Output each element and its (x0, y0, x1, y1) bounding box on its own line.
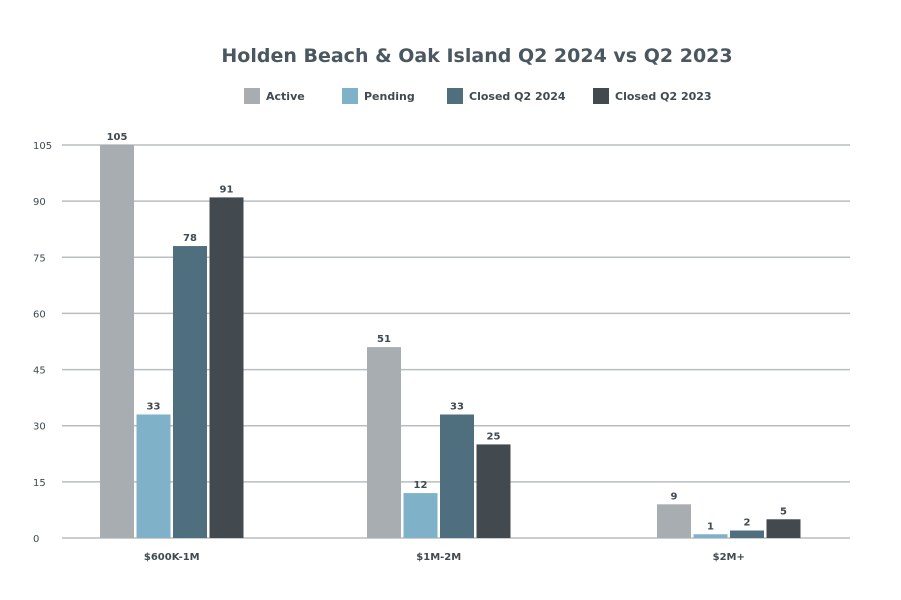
x-tick-label: $600K-1M (144, 552, 200, 563)
legend-swatch-closed-q2-2024 (447, 88, 463, 104)
bar-active-1m-2m (367, 347, 401, 538)
bar-pending-1m-2m (403, 493, 438, 538)
data-label: 12 (414, 480, 428, 491)
data-label: 51 (377, 334, 391, 345)
bar-active-2m (657, 504, 691, 538)
legend-label-active: Active (266, 90, 305, 103)
y-tick-label: 30 (33, 422, 46, 433)
y-tick-label: 45 (33, 366, 46, 377)
data-label: 33 (147, 401, 161, 412)
x-tick-label: $2M+ (713, 552, 745, 563)
data-label: 9 (671, 491, 678, 502)
legend-swatch-active (244, 88, 260, 104)
data-label: 33 (450, 401, 464, 412)
bars (100, 145, 801, 539)
y-tick-label: 0 (33, 534, 39, 545)
bar-active-600k-1m (100, 145, 134, 538)
legend-label-pending: Pending (364, 90, 415, 103)
legend-label-closed-q2-2023: Closed Q2 2023 (615, 90, 712, 103)
legend-label-closed-q2-2024: Closed Q2 2024 (469, 90, 566, 103)
data-label: 78 (183, 233, 197, 244)
y-tick-label: 15 (33, 478, 46, 489)
data-label: 1 (707, 521, 714, 532)
legend: Active Pending Closed Q2 2024 Closed Q2 202… (244, 88, 712, 104)
data-label: 25 (487, 431, 501, 442)
bar-closed-q2-2023-1m-2m (476, 444, 511, 538)
bar-pending-600k-1m (136, 414, 171, 538)
data-label: 2 (744, 518, 751, 529)
bar-closed-q2-2024-2m (730, 530, 764, 538)
data-label: 105 (107, 132, 128, 143)
bar-pending-2m (693, 534, 728, 538)
legend-swatch-closed-q2-2023 (593, 88, 609, 104)
y-tick-label: 105 (33, 141, 52, 152)
bar-closed-q2-2023-600k-1m (209, 197, 244, 538)
y-tick-label: 90 (33, 197, 46, 208)
data-label: 5 (780, 506, 787, 517)
x-axis: $600K-1M $1M-2M $2M+ (144, 552, 745, 563)
y-tick-label: 75 (33, 253, 46, 264)
y-tick-label: 60 (33, 309, 46, 320)
data-label: 91 (220, 184, 234, 195)
x-tick-label: $1M-2M (416, 552, 461, 563)
y-axis: 0 15 30 45 60 75 90 105 (33, 141, 52, 545)
bar-closed-q2-2024-1m-2m (440, 414, 474, 538)
chart-title: Holden Beach & Oak Island Q2 2024 vs Q2 … (221, 45, 732, 67)
legend-swatch-pending (342, 88, 358, 104)
bar-closed-q2-2023-2m (766, 519, 801, 538)
bar-closed-q2-2024-600k-1m (173, 246, 207, 539)
